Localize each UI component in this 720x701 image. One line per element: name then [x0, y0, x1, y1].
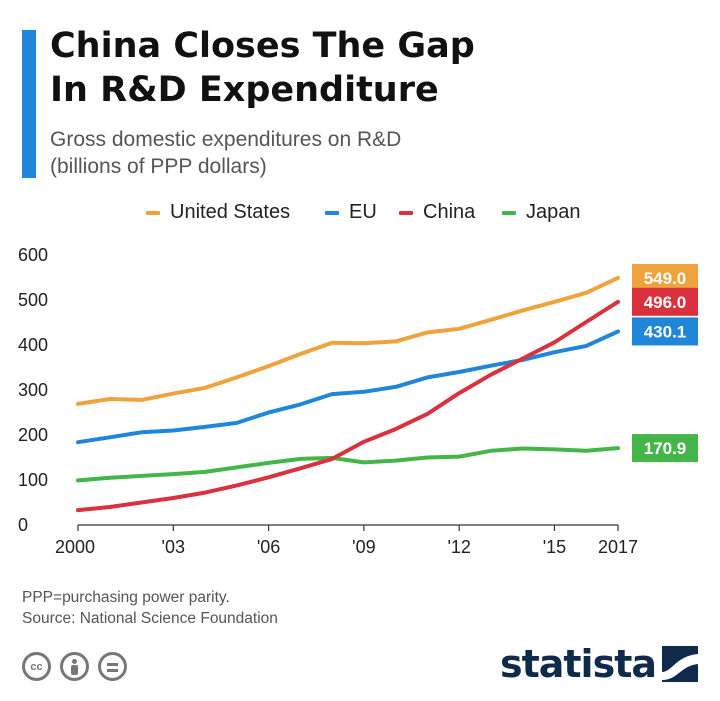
- legend-item-china: China: [399, 201, 475, 224]
- chart-subtitle: Gross domestic expenditures on R&D (bill…: [50, 128, 402, 178]
- statista-logo: statista: [500, 642, 698, 686]
- legend-swatch-united-states: [146, 210, 160, 215]
- value-label-japan: 170.9: [644, 439, 687, 458]
- y-tick-label-300: 300: [18, 380, 48, 400]
- y-tick-label-100: 100: [18, 470, 48, 490]
- value-label-china: 496.0: [644, 293, 687, 312]
- legend-item-eu: EU: [325, 201, 377, 224]
- y-tick-label-0: 0: [18, 515, 28, 535]
- chart-legend: United States EU China Japan: [0, 201, 720, 229]
- license-icons: cc: [22, 652, 136, 681]
- value-label-box-japan: [632, 434, 698, 463]
- legend-label-united-states: United States: [170, 201, 291, 223]
- brand-mark-icon: [662, 646, 698, 682]
- value-label-box-eu: [632, 317, 698, 346]
- legend-label-japan: Japan: [526, 201, 581, 223]
- legend-label-china: China: [423, 201, 476, 223]
- x-tick-label-2006: '06: [257, 537, 280, 557]
- value-label-united-states: 549.0: [644, 269, 687, 288]
- x-tick-label-2012: '12: [447, 537, 470, 557]
- legend-label-eu: EU: [349, 201, 377, 223]
- x-tick-label-2015: '15: [543, 537, 566, 557]
- legend-item-japan: Japan: [502, 201, 581, 224]
- legend-swatch-china: [399, 210, 413, 215]
- series-line-japan: [76, 446, 620, 483]
- legend-swatch-japan: [502, 210, 516, 215]
- accent-bar: [22, 30, 36, 178]
- y-tick-label-600: 600: [18, 245, 48, 265]
- no-derivatives-icon: [98, 652, 127, 681]
- y-tick-label-400: 400: [18, 335, 48, 355]
- value-label-box-china: [632, 287, 698, 316]
- chart-title: China Closes The Gap In R&D Expenditure: [50, 26, 475, 110]
- y-tick-label-200: 200: [18, 425, 48, 445]
- legend-item-united-states: United States: [146, 201, 290, 224]
- brand-wordmark: statista: [499, 642, 657, 686]
- source-note: PPP=purchasing power parity. Source: Nat…: [22, 589, 278, 627]
- legend-swatch-eu: [325, 210, 339, 215]
- x-tick-label-2009: '09: [352, 537, 375, 557]
- value-label-eu: 430.1: [644, 322, 687, 341]
- x-tick-label-2000: 2000: [55, 537, 95, 557]
- x-tick-label-2003: '03: [162, 537, 185, 557]
- x-tick-label-2017: 2017: [598, 537, 638, 557]
- series-line-united-states: [76, 275, 620, 406]
- value-label-box-united-states: [632, 263, 698, 292]
- attribution-icon: [60, 652, 89, 681]
- series-line-eu: [76, 329, 620, 445]
- series-line-china: [76, 299, 620, 513]
- y-tick-label-500: 500: [18, 290, 48, 310]
- cc-icon: cc: [22, 652, 51, 681]
